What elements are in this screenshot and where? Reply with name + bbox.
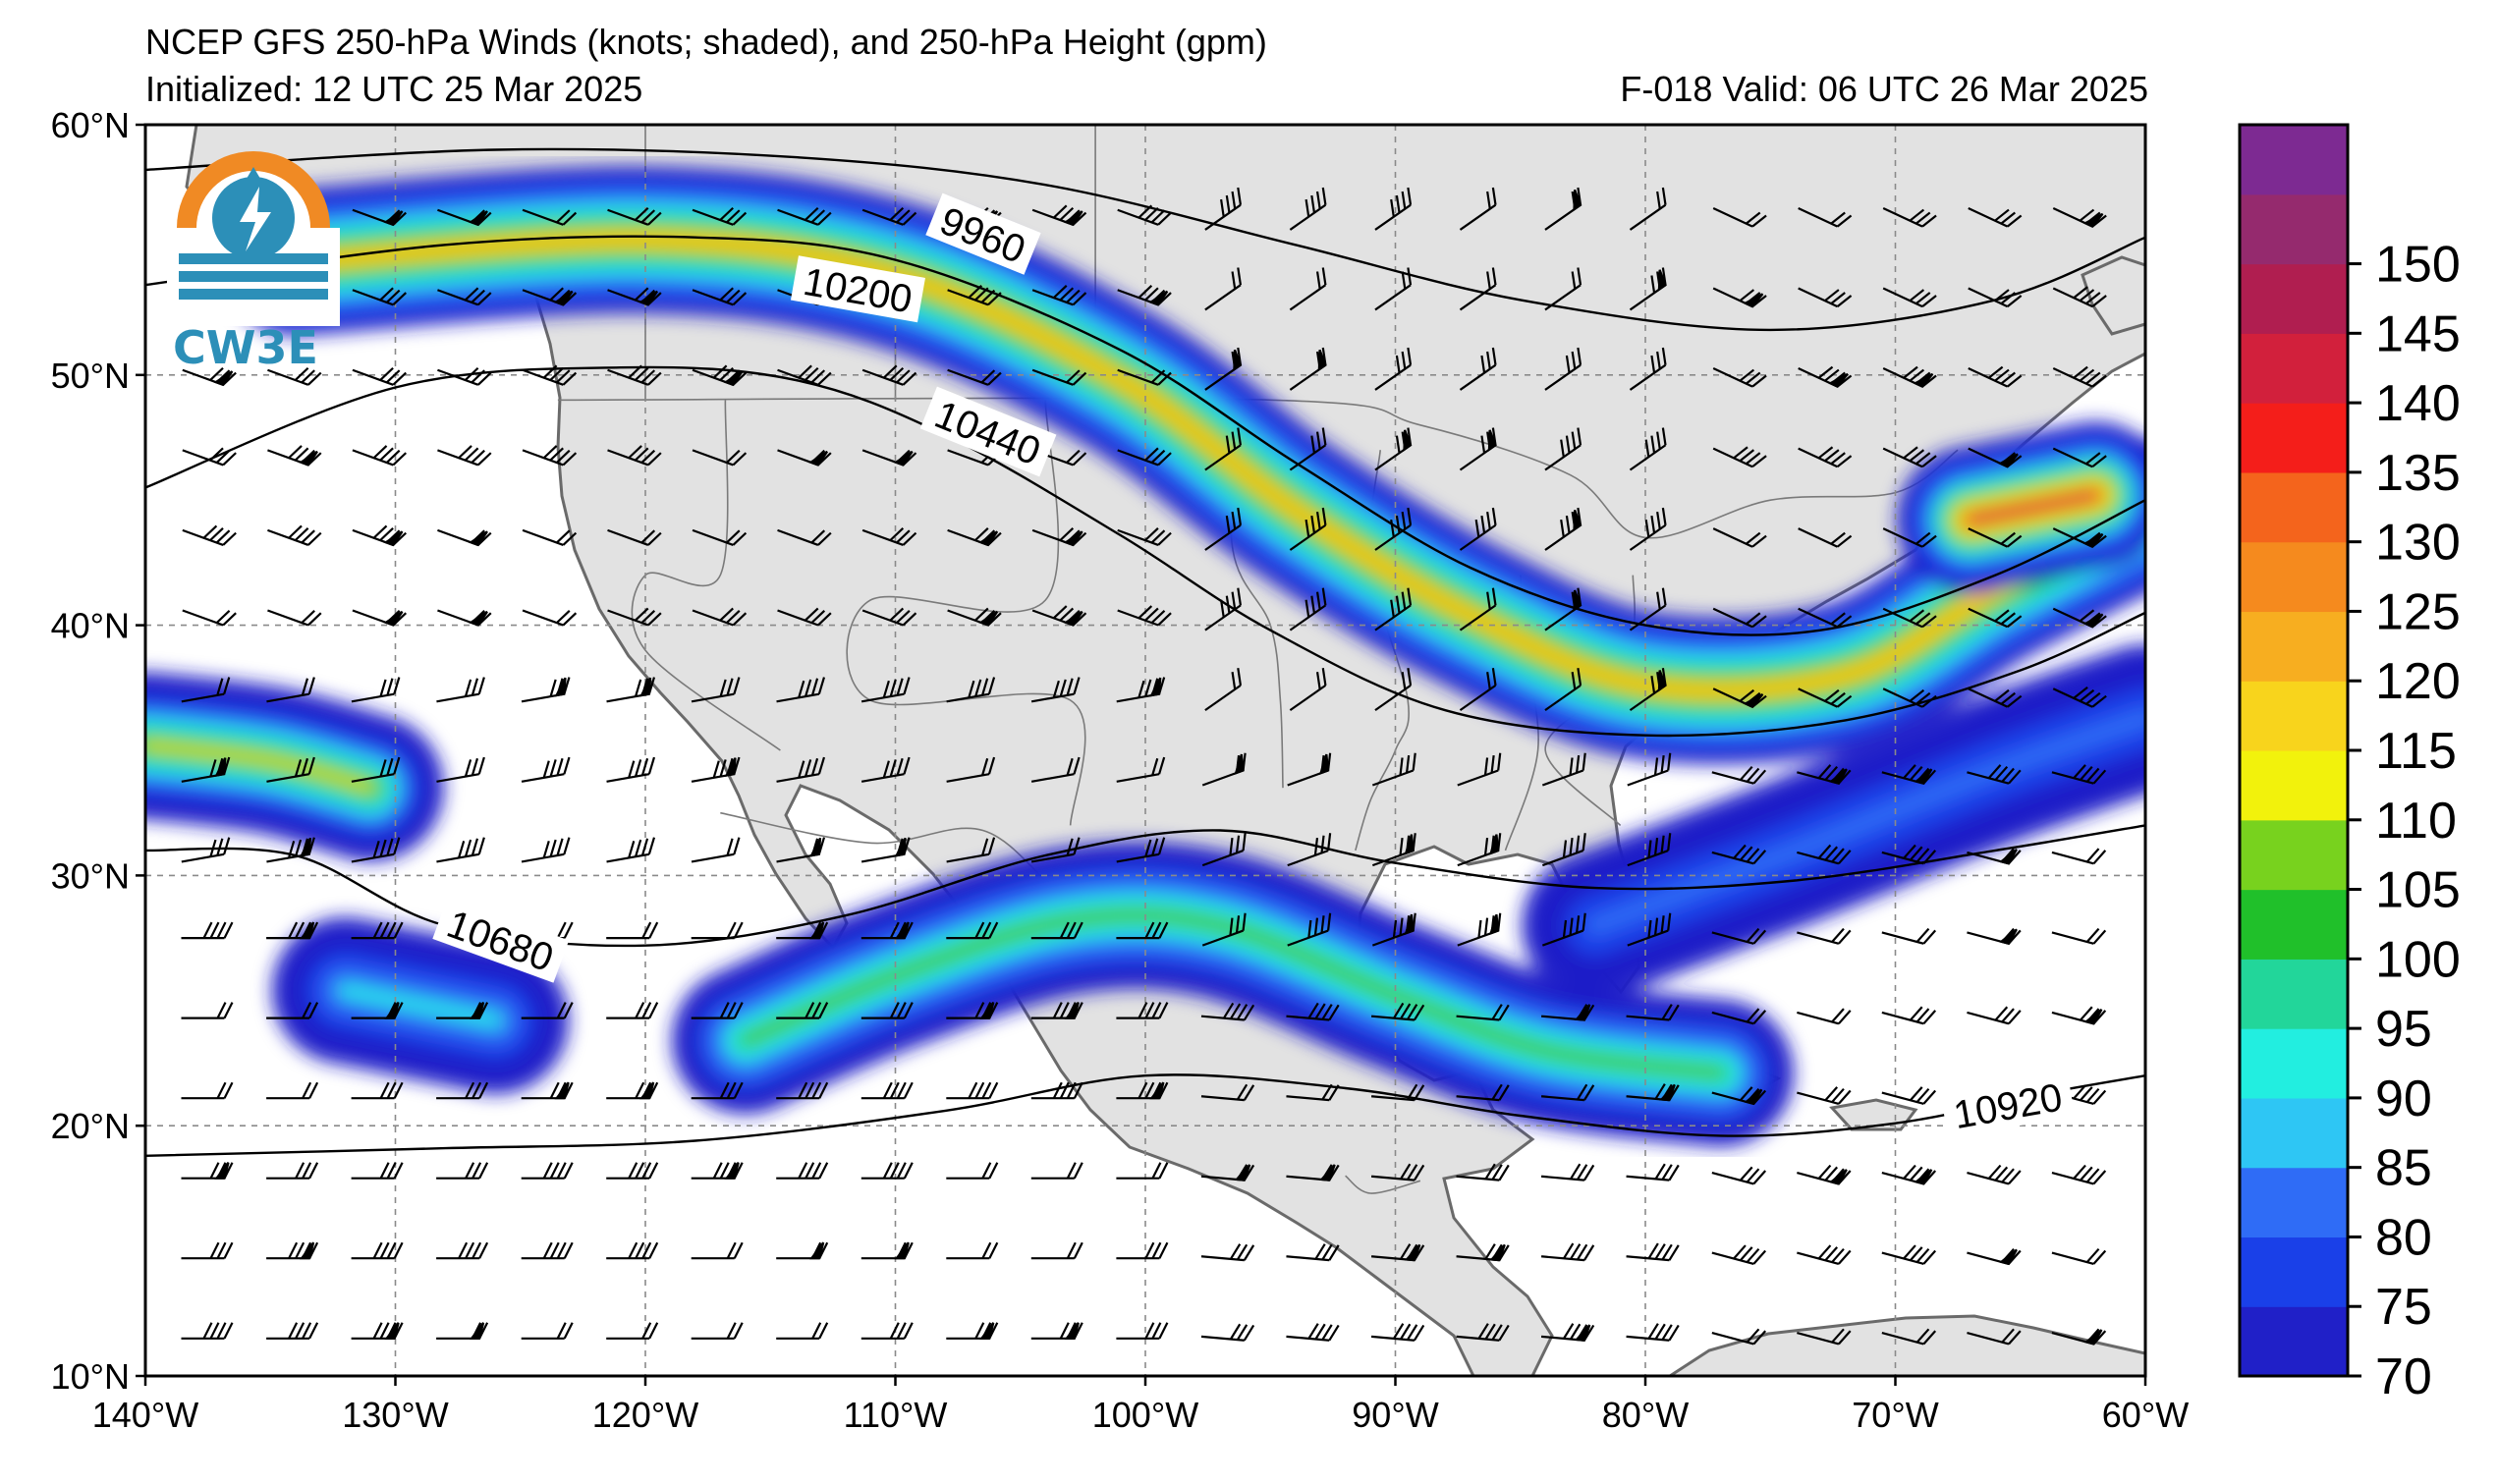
colorbar-segment <box>2240 193 2348 265</box>
colorbar-label: 110 <box>2375 793 2457 850</box>
colorbar-label: 90 <box>2375 1071 2432 1127</box>
height-contour <box>145 365 2145 738</box>
lon-tick-label: 80°W <box>1602 1395 1689 1435</box>
colorbar-label: 85 <box>2375 1140 2432 1197</box>
colorbar-segment <box>2240 611 2348 682</box>
axis-ticks: 140°W 130°W 120°W 110°W 100°W 90°W 80°W 70°W 60°… <box>51 105 2190 1435</box>
colorbar-segment <box>2240 541 2348 613</box>
colorbar: 70 75 80 85 90 95 100 105 110 115 120 125 130 135 140 1… <box>2238 123 2461 1405</box>
lat-tick-label: 60°N <box>51 105 130 145</box>
height-contour <box>145 147 2145 332</box>
colorbar-label: 100 <box>2375 931 2461 988</box>
colorbar-label: 135 <box>2375 445 2461 502</box>
colorbar-label: 145 <box>2375 305 2461 362</box>
lon-tick-label: 140°W <box>92 1395 198 1435</box>
lon-tick-label: 90°W <box>1352 1395 1438 1435</box>
lon-tick-label: 100°W <box>1092 1395 1198 1435</box>
colorbar-label: 140 <box>2375 375 2461 432</box>
logo-text: CW3E <box>173 321 318 374</box>
colorbar-label: 70 <box>2375 1348 2432 1405</box>
colorbar-segment <box>2240 403 2348 473</box>
colorbar-segment <box>2240 1167 2348 1238</box>
colorbar-segment <box>2240 819 2348 891</box>
colorbar-label: 95 <box>2375 1001 2432 1058</box>
lon-tick-label: 60°W <box>2102 1395 2189 1435</box>
colorbar-segment <box>2240 959 2348 1029</box>
colorbar-label: 75 <box>2375 1279 2432 1336</box>
wind-barbs <box>181 187 2107 1346</box>
colorbar-segment <box>2240 889 2348 960</box>
colorbar-segment <box>2240 681 2348 751</box>
colorbar-segment <box>2240 750 2348 821</box>
colorbar-segment <box>2240 1097 2348 1169</box>
lon-tick-label: 120°W <box>592 1395 698 1435</box>
colorbar-label: 125 <box>2375 583 2461 640</box>
lat-tick-label: 20°N <box>51 1106 130 1146</box>
colorbar-segment <box>2240 1028 2348 1099</box>
valid-time: F-018 Valid: 06 UTC 26 Mar 2025 <box>1620 69 2148 109</box>
init-time: Initialized: 12 UTC 25 Mar 2025 <box>145 69 643 109</box>
colorbar-label: 80 <box>2375 1209 2432 1266</box>
colorbar-segment <box>2240 471 2348 543</box>
cw3e-logo: CW3E <box>167 151 340 374</box>
height-contour <box>145 235 2145 636</box>
colorbar-segment <box>2240 1306 2348 1377</box>
lat-tick-label: 10°N <box>51 1356 130 1397</box>
colorbar-segment <box>2240 125 2348 195</box>
lon-tick-label: 110°W <box>844 1395 948 1435</box>
colorbar-segment <box>2240 1237 2348 1307</box>
colorbar-segment <box>2240 333 2348 404</box>
newfoundland-land <box>2081 255 2145 336</box>
colorbar-segment <box>2240 263 2348 334</box>
lon-tick-label: 130°W <box>342 1395 448 1435</box>
lon-tick-label: 70°W <box>1852 1395 1938 1435</box>
lat-tick-label: 30°N <box>51 855 130 896</box>
colorbar-label: 130 <box>2375 515 2461 572</box>
colorbar-label: 120 <box>2375 653 2461 710</box>
height-contour <box>145 1073 2145 1157</box>
colorbar-label: 150 <box>2375 237 2461 294</box>
map-title: NCEP GFS 250-hPa Winds (knots; shaded), … <box>145 22 1267 62</box>
lat-tick-label: 50°N <box>51 356 130 396</box>
colorbar-label: 105 <box>2375 862 2461 919</box>
colorbar-label: 115 <box>2375 723 2457 780</box>
lat-tick-label: 40°N <box>51 606 130 646</box>
